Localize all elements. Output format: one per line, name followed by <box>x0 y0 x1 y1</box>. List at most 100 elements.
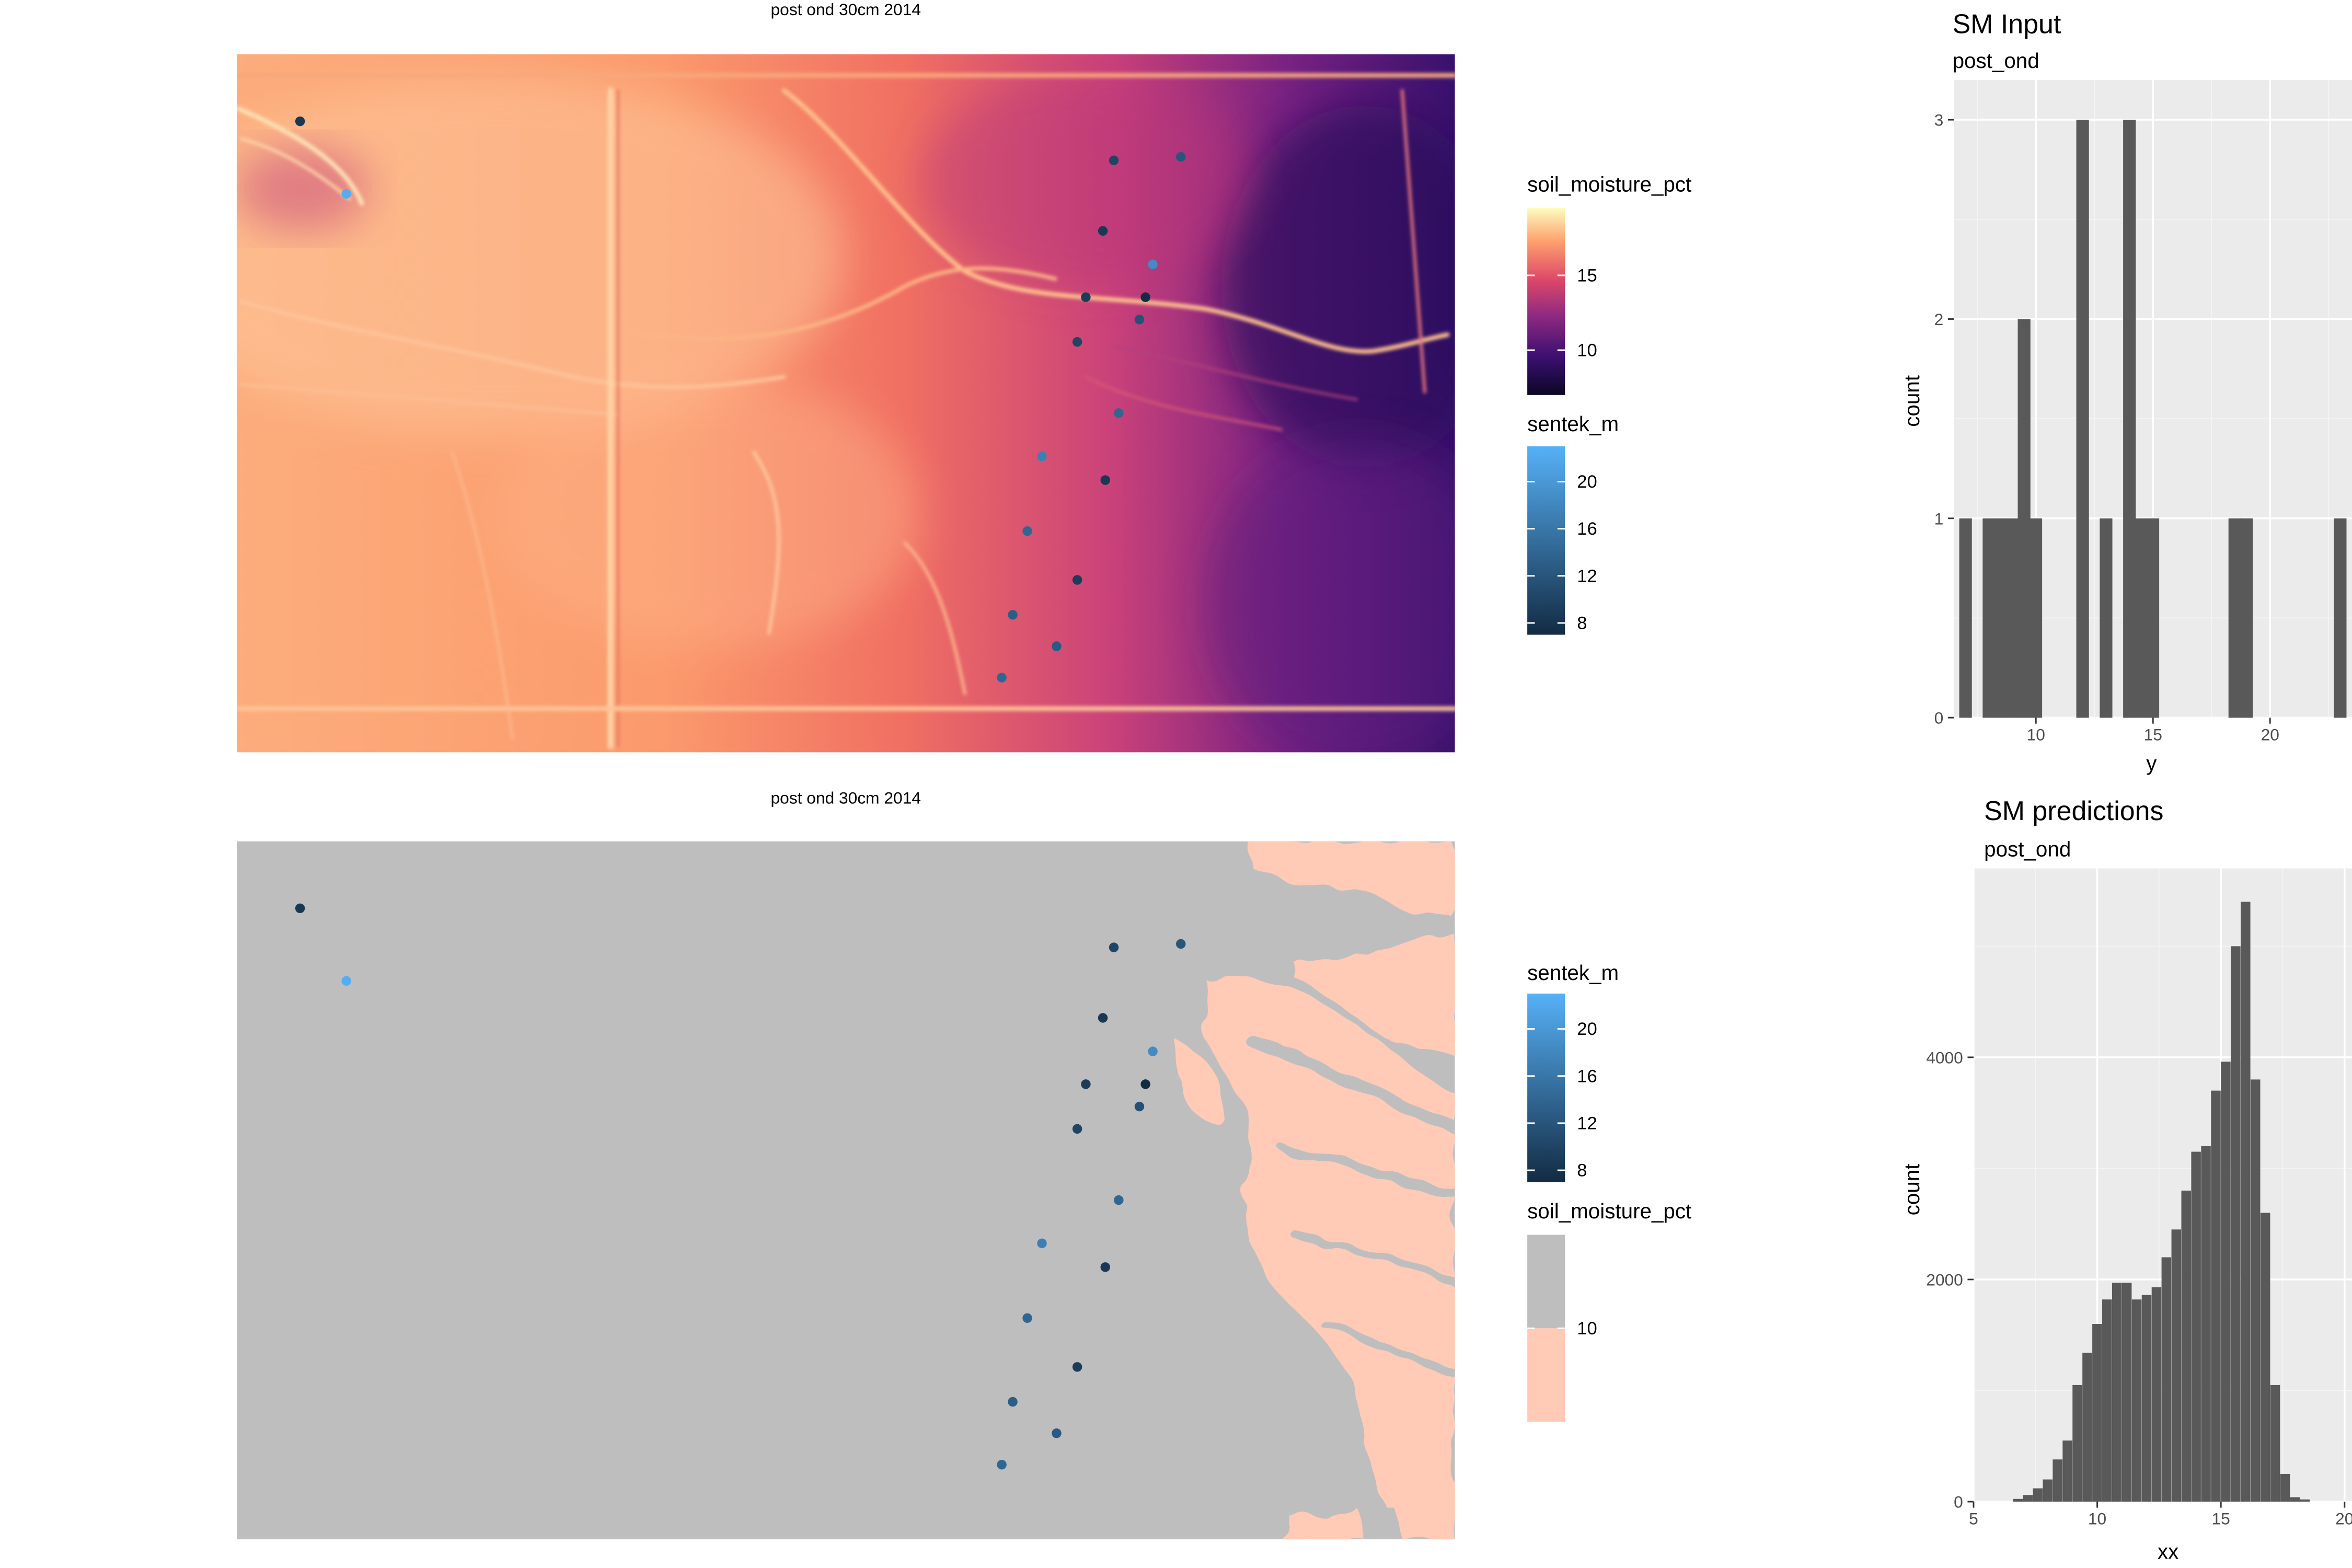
top-legend-sentek-label-3: 8 <box>1577 613 1587 633</box>
top-legend-soil-moisture-bar <box>1527 208 1565 395</box>
sm-input-y-tick-label-2: 2 <box>1934 310 1944 329</box>
top-map-point-3 <box>1109 155 1119 166</box>
bottom-legend-sentek-ticks: 20 16 12 8 <box>1527 1019 1597 1181</box>
bottom-map-point-11 <box>1114 1195 1124 1205</box>
top-map-bright-zone-2 <box>497 377 920 649</box>
bottom-map-point-5 <box>1098 1013 1108 1023</box>
sm-predictions-bar-22 <box>2221 1062 2231 1502</box>
sm-predictions-bar-6 <box>2062 1440 2072 1502</box>
sm-input-x-tick-label-2: 20 <box>2261 725 2279 744</box>
bottom-map-point-12 <box>1037 1238 1047 1249</box>
top-map-points <box>295 116 1186 683</box>
sm-predictions-title: SM predictions <box>1984 796 2163 826</box>
sm-predictions-subtitle: post_ond <box>1984 837 2071 861</box>
bottom-map-title: post ond 30cm 2014 <box>771 789 921 808</box>
top-map-mid-zone <box>919 75 1252 287</box>
bottom-map-point-15 <box>1072 1362 1082 1372</box>
sm-predictions-bar-14 <box>2141 1295 2152 1502</box>
sm-predictions-x-tick-label-3: 20 <box>2335 1509 2352 1528</box>
top-map-point-2 <box>341 189 351 199</box>
bottom-map-point-13 <box>1100 1262 1110 1272</box>
top-map-point-14 <box>1022 526 1032 536</box>
top-map-title: post ond 30cm 2014 <box>771 0 921 19</box>
bottom-map-point-1 <box>295 903 305 914</box>
sm-input-y-tick-label-0: 0 <box>1934 709 1944 728</box>
sm-predictions-bar-7 <box>2072 1385 2082 1502</box>
top-legend-sentek-bar <box>1527 446 1565 635</box>
bottom-map-point-9 <box>1134 1101 1145 1112</box>
bottom-map-raster <box>236 841 1455 1540</box>
sm-input-y-tick-label-3: 3 <box>1934 111 1944 130</box>
sm-predictions-x-tick-label-2: 15 <box>2212 1509 2230 1528</box>
sm-input-bar-6 <box>2029 518 2043 718</box>
top-map-point-11 <box>1114 408 1124 418</box>
sm-predictions-bar-20 <box>2201 1146 2211 1502</box>
top-map-point-4 <box>1176 152 1186 162</box>
sm-input-bar-9 <box>2123 120 2136 718</box>
top-map-point-5 <box>1098 226 1108 236</box>
sm-predictions-bar-2 <box>2023 1495 2033 1502</box>
bottom-map-points <box>295 903 1186 1470</box>
sm-input-histogram: 10 15 20 0 1 2 3 SM Input post_ond y count <box>1900 9 2352 775</box>
bottom-map-point-8 <box>1140 1079 1150 1089</box>
top-legend-sentek: sentek_m 20 16 12 8 <box>1527 412 1619 635</box>
sm-input-bar-4 <box>2006 518 2019 718</box>
bottom-legend-soil-moisture-above <box>1527 1235 1565 1329</box>
sm-predictions-bar-3 <box>2033 1488 2043 1502</box>
sm-predictions-bar-26 <box>2260 1213 2270 1502</box>
sm-predictions-x-tick-label-1: 10 <box>2088 1509 2106 1528</box>
sm-input-title: SM Input <box>1953 9 2061 39</box>
bottom-legend-sentek-title: sentek_m <box>1527 961 1619 985</box>
sm-predictions-bar-10 <box>2102 1299 2112 1502</box>
top-map-point-12 <box>1037 451 1047 462</box>
top-map-point-1 <box>295 116 305 126</box>
top-map-dark-zone-2 <box>1206 437 1455 753</box>
sm-predictions-bar-19 <box>2191 1151 2201 1502</box>
top-map-point-7 <box>1081 292 1091 302</box>
sm-predictions-bar-30 <box>2300 1499 2310 1502</box>
bottom-legend-soil-moisture-break: 10 <box>1577 1319 1597 1339</box>
sm-input-bar-11 <box>2146 518 2160 718</box>
sm-input-bar-13 <box>2240 518 2253 718</box>
top-legend-soil-moisture-label-0: 15 <box>1577 266 1597 285</box>
sm-input-bar-3 <box>1994 518 2007 718</box>
top-map-point-8 <box>1140 292 1150 302</box>
bottom-legend-sentek-label-0: 20 <box>1577 1019 1597 1039</box>
bottom-map-point-16 <box>1008 1397 1018 1407</box>
bottom-map-point-6 <box>1148 1046 1158 1056</box>
top-map-ridges <box>236 73 1455 750</box>
bottom-legend-sentek-label-2: 12 <box>1577 1113 1597 1133</box>
bottom-legend-soil-moisture-below <box>1527 1328 1565 1422</box>
top-map-point-13 <box>1100 475 1110 485</box>
sm-input-y-tick-label-1: 1 <box>1934 509 1944 528</box>
bottom-legend-soil-moisture: soil_moisture_pct 10 <box>1527 1199 1691 1422</box>
sm-input-x-tick-label-1: 15 <box>2144 725 2162 744</box>
sm-predictions-y-tick-label-0: 0 <box>1954 1493 1963 1512</box>
sm-predictions-bar-23 <box>2231 946 2241 1502</box>
sm-predictions-bar-11 <box>2112 1283 2122 1502</box>
top-legend-sentek-title: sentek_m <box>1527 412 1619 436</box>
sm-predictions-bar-1 <box>2013 1498 2023 1502</box>
sm-predictions-bar-8 <box>2082 1353 2092 1502</box>
sm-predictions-bar-15 <box>2151 1287 2162 1502</box>
sm-input-bar-12 <box>2228 518 2241 718</box>
top-legend-sentek-ticks: 20 16 12 8 <box>1527 472 1597 633</box>
top-legend-sentek-label-2: 12 <box>1577 566 1597 586</box>
sm-predictions-bar-29 <box>2290 1497 2300 1502</box>
bottom-map-gray-channels <box>1245 1034 1455 1376</box>
sm-input-bar-8 <box>2100 518 2113 718</box>
bottom-map-point-7 <box>1081 1079 1091 1089</box>
bottom-map-point-18 <box>997 1460 1007 1470</box>
sm-predictions-bar-16 <box>2161 1257 2172 1502</box>
sm-predictions-bar-13 <box>2131 1299 2142 1502</box>
top-map-point-10 <box>1072 337 1082 347</box>
top-map-point-9 <box>1134 315 1145 325</box>
sm-predictions-x-tick-label-0: 5 <box>1969 1509 1978 1528</box>
top-map-point-16 <box>1008 610 1018 620</box>
sm-input-bar-1 <box>1959 518 1972 718</box>
sm-input-bar-7 <box>2076 120 2089 718</box>
bottom-legend-sentek-label-1: 16 <box>1577 1066 1597 1086</box>
sm-predictions-bar-25 <box>2250 1079 2261 1502</box>
